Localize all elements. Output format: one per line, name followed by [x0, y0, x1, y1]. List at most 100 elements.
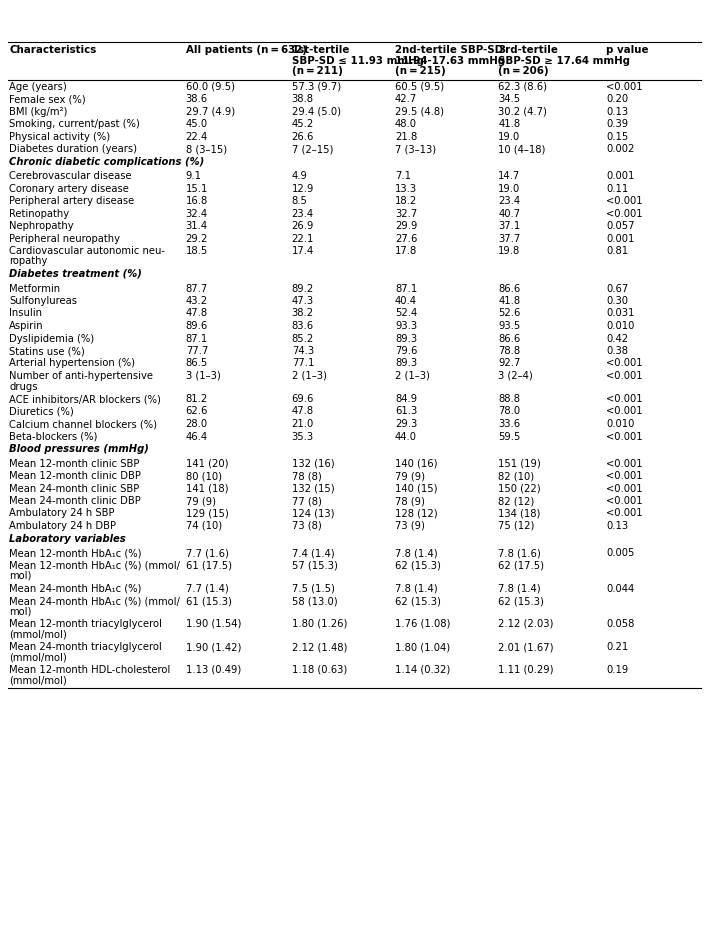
- Text: 16.8: 16.8: [186, 196, 208, 206]
- Text: 73 (9): 73 (9): [395, 521, 425, 531]
- Text: Peripheral neuropathy: Peripheral neuropathy: [9, 234, 120, 244]
- Text: 0.005: 0.005: [606, 548, 635, 558]
- Text: 13.3: 13.3: [395, 184, 417, 194]
- Text: Number of anti-hypertensive: Number of anti-hypertensive: [9, 371, 153, 381]
- Text: All patients (n = 632): All patients (n = 632): [186, 45, 307, 55]
- Text: 37.1: 37.1: [498, 221, 520, 231]
- Text: 62 (15.3): 62 (15.3): [395, 561, 441, 570]
- Text: 129 (15): 129 (15): [186, 509, 228, 518]
- Text: 19.0: 19.0: [498, 184, 520, 194]
- Text: 151 (19): 151 (19): [498, 459, 541, 468]
- Text: 11.94-17.63 mmHg: 11.94-17.63 mmHg: [395, 56, 505, 66]
- Text: 2.12 (1.48): 2.12 (1.48): [291, 642, 347, 652]
- Text: ACE inhibitors/AR blockers (%): ACE inhibitors/AR blockers (%): [9, 394, 161, 404]
- Text: Characteristics: Characteristics: [9, 45, 96, 55]
- Text: 57 (15.3): 57 (15.3): [291, 561, 337, 570]
- Text: 0.39: 0.39: [606, 119, 628, 129]
- Text: Blood pressures (mmHg): Blood pressures (mmHg): [9, 444, 149, 454]
- Text: 62 (15.3): 62 (15.3): [395, 596, 441, 606]
- Text: 7.7 (1.6): 7.7 (1.6): [186, 548, 228, 558]
- Text: 23.4: 23.4: [498, 196, 520, 206]
- Text: 30.2 (4.7): 30.2 (4.7): [498, 107, 547, 117]
- Text: (n = 206): (n = 206): [498, 66, 549, 76]
- Text: 40.4: 40.4: [395, 296, 417, 306]
- Text: 7.1: 7.1: [395, 171, 411, 181]
- Text: 8.5: 8.5: [291, 196, 308, 206]
- Text: 4.9: 4.9: [291, 171, 308, 181]
- Text: 27.6: 27.6: [395, 234, 418, 244]
- Text: Mean 12-month triacylglycerol: Mean 12-month triacylglycerol: [9, 619, 162, 629]
- Text: 42.7: 42.7: [395, 94, 418, 104]
- Text: 0.81: 0.81: [606, 246, 628, 256]
- Text: Sulfonylureas: Sulfonylureas: [9, 296, 77, 306]
- Text: 3 (2–4): 3 (2–4): [498, 371, 533, 381]
- Text: 140 (16): 140 (16): [395, 459, 437, 468]
- Text: 85.2: 85.2: [291, 334, 314, 344]
- Text: 93.3: 93.3: [395, 321, 417, 331]
- Text: Female sex (%): Female sex (%): [9, 94, 86, 104]
- Text: (mmol/mol): (mmol/mol): [9, 629, 67, 640]
- Text: 141 (18): 141 (18): [186, 484, 228, 493]
- Text: 89.3: 89.3: [395, 334, 417, 344]
- Text: 77 (8): 77 (8): [291, 496, 322, 506]
- Text: 18.5: 18.5: [186, 246, 208, 256]
- Text: Mean 12-month HDL-cholesterol: Mean 12-month HDL-cholesterol: [9, 665, 170, 675]
- Text: 29.4 (5.0): 29.4 (5.0): [291, 107, 341, 117]
- Text: 0.058: 0.058: [606, 619, 635, 629]
- Text: <0.001: <0.001: [606, 407, 643, 416]
- Text: 1.11 (0.29): 1.11 (0.29): [498, 665, 554, 675]
- Text: 0.010: 0.010: [606, 321, 635, 331]
- Text: 86.6: 86.6: [498, 284, 520, 294]
- Text: 2 (1–3): 2 (1–3): [291, 371, 327, 381]
- Text: 89.3: 89.3: [395, 359, 417, 369]
- Text: 78.8: 78.8: [498, 346, 520, 356]
- Text: 7 (2–15): 7 (2–15): [291, 144, 333, 154]
- Text: 7.4 (1.4): 7.4 (1.4): [291, 548, 335, 558]
- Text: 150 (22): 150 (22): [498, 484, 541, 493]
- Text: BMI (kg/m²): BMI (kg/m²): [9, 107, 67, 117]
- Text: (n = 215): (n = 215): [395, 66, 446, 76]
- Text: 40.7: 40.7: [498, 209, 520, 219]
- Text: 21.8: 21.8: [395, 132, 418, 142]
- Text: Metformin: Metformin: [9, 284, 60, 294]
- Text: ropathy: ropathy: [9, 257, 48, 266]
- Text: 1.14 (0.32): 1.14 (0.32): [395, 665, 450, 675]
- Text: <0.001: <0.001: [606, 359, 643, 369]
- Text: 81.2: 81.2: [186, 394, 208, 404]
- Text: 29.3: 29.3: [395, 419, 418, 429]
- Text: 77.7: 77.7: [186, 346, 208, 356]
- Text: 0.42: 0.42: [606, 334, 628, 344]
- Text: 19.8: 19.8: [498, 246, 520, 256]
- Text: 77.1: 77.1: [291, 359, 314, 369]
- Text: 61 (15.3): 61 (15.3): [186, 596, 232, 606]
- Text: 0.031: 0.031: [606, 309, 635, 319]
- Text: 18.2: 18.2: [395, 196, 418, 206]
- Text: 34.5: 34.5: [498, 94, 520, 104]
- Text: mol): mol): [9, 606, 31, 616]
- Text: 92.7: 92.7: [498, 359, 520, 369]
- Text: 2nd-tertile SBP-SD: 2nd-tertile SBP-SD: [395, 45, 503, 55]
- Text: 89.2: 89.2: [291, 284, 314, 294]
- Text: 86.5: 86.5: [186, 359, 208, 369]
- Text: 3 (1–3): 3 (1–3): [186, 371, 220, 381]
- Text: 1.80 (1.04): 1.80 (1.04): [395, 642, 450, 652]
- Text: p value: p value: [606, 45, 649, 55]
- Text: 0.044: 0.044: [606, 583, 635, 593]
- Text: 78 (9): 78 (9): [395, 496, 425, 506]
- Text: Cerebrovascular disease: Cerebrovascular disease: [9, 171, 132, 181]
- Text: 58 (13.0): 58 (13.0): [291, 596, 337, 606]
- Text: Mean 12-month clinic DBP: Mean 12-month clinic DBP: [9, 471, 141, 481]
- Text: 10 (4–18): 10 (4–18): [498, 144, 546, 154]
- Text: Beta-blockers (%): Beta-blockers (%): [9, 431, 97, 441]
- Text: Mean 12-month clinic SBP: Mean 12-month clinic SBP: [9, 459, 140, 468]
- Text: 38.8: 38.8: [291, 94, 314, 104]
- Text: 7.8 (1.4): 7.8 (1.4): [395, 583, 437, 593]
- Text: Mean 24-month HbA₁ᴄ (%): Mean 24-month HbA₁ᴄ (%): [9, 583, 141, 593]
- Text: <0.001: <0.001: [606, 459, 643, 468]
- Text: 1.76 (1.08): 1.76 (1.08): [395, 619, 450, 629]
- Text: 0.30: 0.30: [606, 296, 628, 306]
- Text: 62.6: 62.6: [186, 407, 208, 416]
- Text: 134 (18): 134 (18): [498, 509, 541, 518]
- Text: 140 (15): 140 (15): [395, 484, 437, 493]
- Text: 0.057: 0.057: [606, 221, 635, 231]
